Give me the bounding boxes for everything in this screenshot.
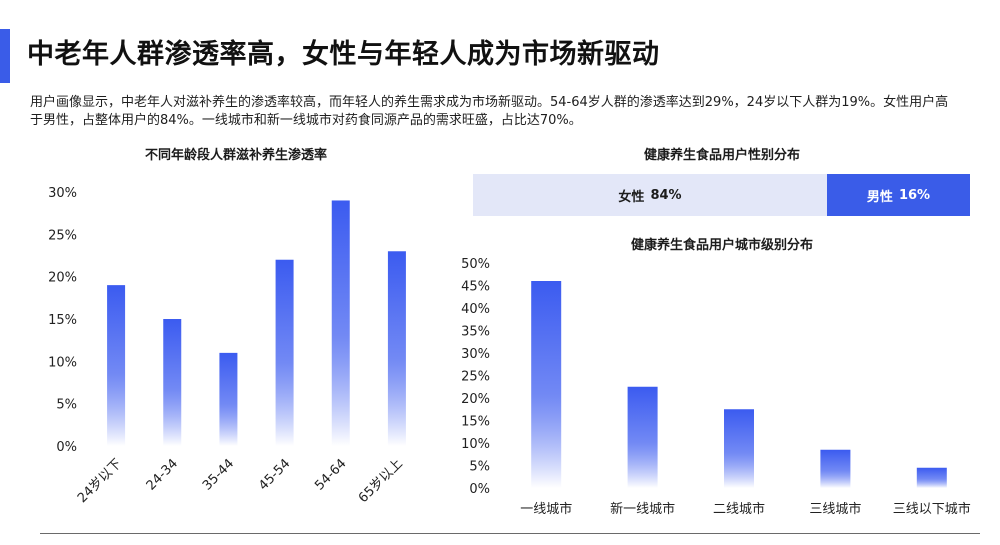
age-bar xyxy=(107,285,126,446)
title-accent-bar xyxy=(0,29,10,83)
age-bar xyxy=(219,352,238,446)
city-bar xyxy=(724,409,754,488)
city-y-tick-label: 30% xyxy=(461,347,490,362)
city-category-label: 一线城市 xyxy=(520,501,572,517)
age-y-tick-label: 20% xyxy=(48,271,77,286)
city-y-tick-label: 5% xyxy=(469,460,490,475)
city-y-tick-label: 45% xyxy=(461,280,490,295)
age-bar xyxy=(163,319,182,446)
page-description: 用户画像显示，中老年人对滋补养生的渗透率较高，而年轻人的养生需求成为市场新驱动。… xyxy=(30,95,949,128)
gender-bar-female: 女性 84% xyxy=(473,174,827,216)
city-y-tick-label: 40% xyxy=(461,302,490,317)
city-category-label: 三线以下城市 xyxy=(893,501,971,517)
age-y-tick-label: 30% xyxy=(48,186,77,201)
gender-bar-male: 男性 16% xyxy=(827,174,970,216)
city-bar xyxy=(627,386,658,488)
city-category-label: 二线城市 xyxy=(713,501,765,517)
bottom-divider xyxy=(40,533,980,534)
city-chart-title: 健康养生食品用户城市级别分布 xyxy=(630,238,814,253)
age-y-tick-label: 10% xyxy=(48,355,77,370)
city-category-label: 三线城市 xyxy=(809,501,861,517)
age-bar xyxy=(331,200,350,446)
age-chart-title: 不同年龄段人群滋补养生渗透率 xyxy=(144,148,328,163)
city-y-tick-label: 15% xyxy=(461,415,490,430)
city-y-tick-label: 10% xyxy=(461,437,490,452)
gender-value-male: 16% xyxy=(898,187,931,203)
age-y-tick-label: 25% xyxy=(48,228,77,243)
page-title: 中老年人群渗透率高，女性与年轻人成为市场新驱动 xyxy=(27,39,660,70)
age-bar xyxy=(275,259,294,446)
city-y-tick-label: 25% xyxy=(461,370,490,385)
gender-label-female: 女性 xyxy=(618,189,645,205)
city-y-tick-label: 20% xyxy=(461,392,490,407)
age-bar xyxy=(387,251,406,446)
city-category-label: 新一线城市 xyxy=(610,501,675,517)
city-bar xyxy=(916,467,947,488)
city-y-tick-label: 0% xyxy=(469,482,490,497)
gender-value-female: 84% xyxy=(650,187,682,203)
city-bar xyxy=(531,281,562,488)
age-y-tick-label: 5% xyxy=(56,398,77,413)
city-y-tick-label: 35% xyxy=(461,325,490,340)
gender-label-male: 男性 xyxy=(866,189,893,205)
age-y-tick-label: 15% xyxy=(48,313,77,328)
gender-chart-title: 健康养生食品用户性别分布 xyxy=(643,148,801,163)
city-bar xyxy=(820,449,851,488)
age-y-tick-label: 0% xyxy=(56,440,77,455)
city-y-tick-label: 50% xyxy=(461,257,490,272)
